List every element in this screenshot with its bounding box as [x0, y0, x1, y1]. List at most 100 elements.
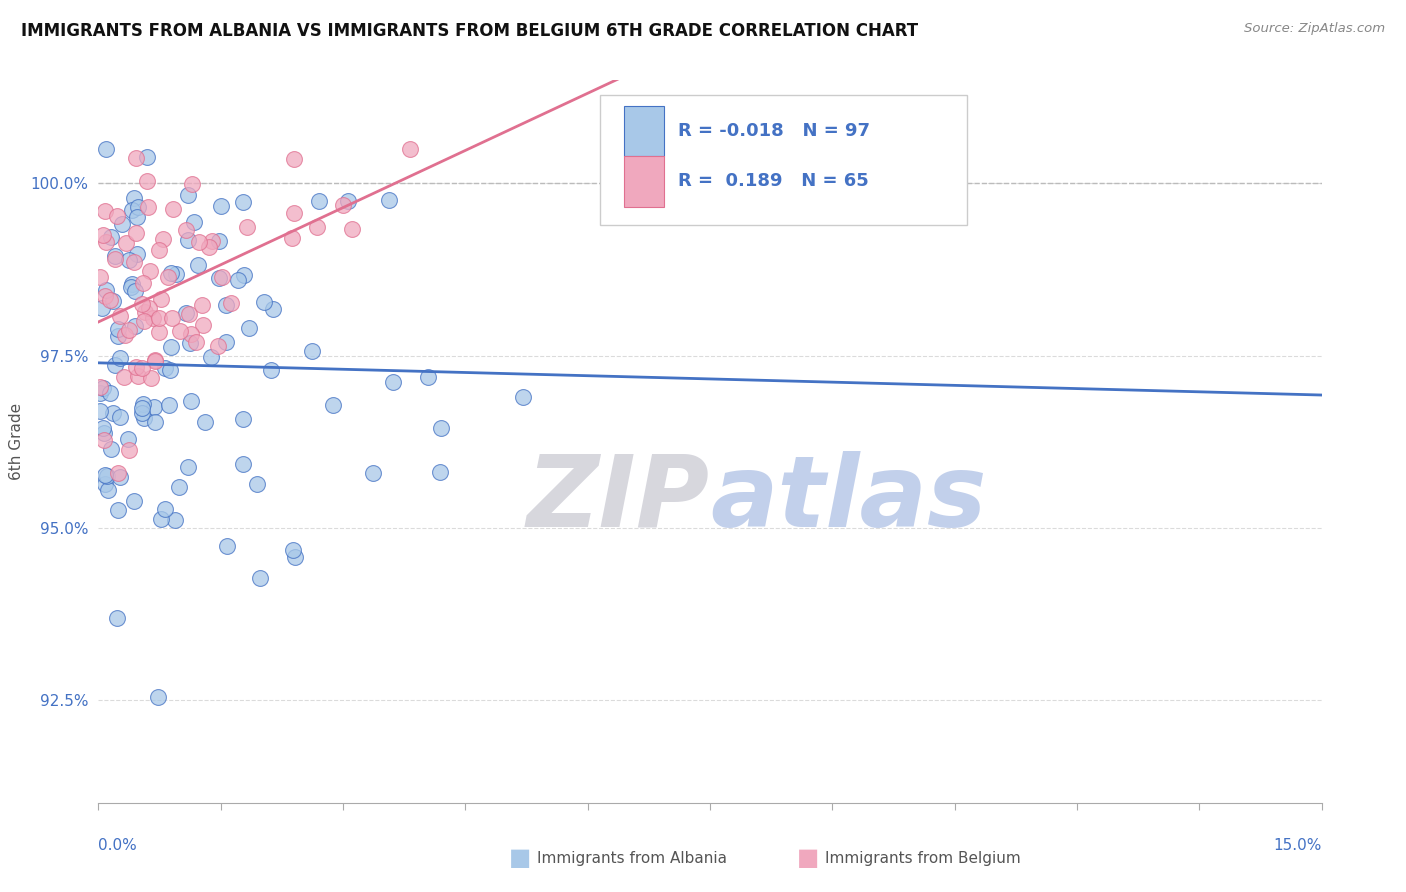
Point	[108, 470, 131, 484]
Point	[179, 335, 201, 350]
Point	[238, 321, 260, 335]
Text: 15.0%: 15.0%	[1274, 838, 1322, 853]
Point	[127, 369, 149, 384]
Point	[127, 200, 149, 214]
Point	[96, 235, 118, 249]
Point	[249, 571, 271, 585]
Point	[115, 236, 138, 251]
Point	[336, 194, 359, 208]
Text: ■: ■	[797, 847, 820, 870]
Point	[134, 305, 156, 319]
Point	[174, 223, 197, 237]
Point	[176, 188, 198, 202]
Point	[118, 443, 141, 458]
Point	[232, 411, 254, 425]
Point	[94, 284, 117, 298]
Point	[131, 406, 153, 420]
Point	[162, 202, 184, 217]
Point	[125, 246, 148, 260]
Y-axis label: 6th Grade: 6th Grade	[8, 403, 24, 480]
Point	[281, 543, 304, 558]
Point	[117, 432, 139, 446]
Point	[138, 301, 160, 316]
Point	[148, 311, 170, 326]
Point	[429, 465, 451, 479]
Point	[382, 375, 405, 389]
Point	[159, 267, 181, 281]
Point	[398, 142, 420, 156]
Point	[187, 258, 209, 272]
Point	[200, 350, 222, 364]
Point	[163, 513, 186, 527]
Point	[132, 397, 155, 411]
Point	[280, 230, 302, 244]
Point	[89, 270, 111, 285]
Point	[308, 194, 330, 208]
Point	[143, 415, 166, 429]
Point	[183, 215, 205, 229]
Point	[100, 385, 122, 400]
Point	[283, 152, 305, 166]
Point	[215, 298, 238, 312]
Point	[104, 252, 127, 266]
Point	[93, 433, 115, 447]
Point	[174, 306, 197, 320]
Text: IMMIGRANTS FROM ALBANIA VS IMMIGRANTS FROM BELGIUM 6TH GRADE CORRELATION CHART: IMMIGRANTS FROM ALBANIA VS IMMIGRANTS FR…	[21, 22, 918, 40]
Point	[93, 289, 115, 303]
Point	[197, 240, 219, 254]
Point	[107, 466, 129, 480]
Point	[94, 203, 117, 218]
Point	[236, 219, 259, 234]
Point	[208, 271, 231, 285]
Point	[121, 277, 143, 292]
Point	[89, 404, 111, 418]
Point	[108, 351, 131, 365]
Point	[124, 318, 146, 333]
Point	[124, 285, 146, 299]
Point	[89, 379, 111, 393]
Point	[152, 232, 174, 246]
Point	[104, 358, 127, 372]
Point	[177, 233, 200, 247]
Point	[135, 150, 157, 164]
Point	[215, 335, 238, 350]
Point	[101, 406, 124, 420]
Point	[121, 203, 143, 218]
Point	[156, 269, 179, 284]
Point	[122, 493, 145, 508]
Point	[100, 442, 122, 456]
Point	[180, 327, 202, 342]
Point	[136, 200, 159, 214]
Point	[132, 313, 155, 327]
Text: 0.0%: 0.0%	[98, 838, 138, 853]
Point	[191, 298, 214, 312]
Point	[184, 334, 207, 349]
Point	[91, 421, 114, 435]
Point	[181, 178, 204, 192]
Point	[142, 400, 165, 414]
Point	[153, 501, 176, 516]
Point	[150, 293, 173, 307]
Point	[125, 211, 148, 225]
Point	[219, 295, 242, 310]
Point	[232, 194, 254, 209]
Point	[260, 363, 283, 377]
Point	[283, 206, 305, 220]
Point	[93, 426, 115, 441]
Point	[103, 293, 125, 308]
Point	[136, 174, 159, 188]
Point	[262, 302, 284, 317]
Point	[143, 354, 166, 368]
Point	[139, 264, 162, 278]
Point	[110, 409, 132, 424]
Point	[228, 272, 250, 286]
Point	[89, 386, 111, 401]
Point	[141, 371, 163, 385]
Point	[165, 267, 187, 281]
Point	[211, 269, 233, 284]
Point	[120, 280, 142, 294]
Text: Source: ZipAtlas.com: Source: ZipAtlas.com	[1244, 22, 1385, 36]
Point	[340, 222, 363, 236]
Point	[159, 362, 181, 376]
Point	[122, 255, 145, 269]
